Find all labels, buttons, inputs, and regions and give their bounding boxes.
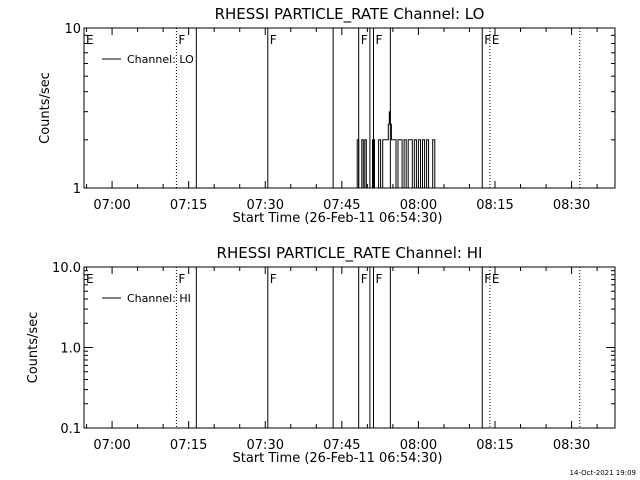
legend-label: Channel: HI — [127, 292, 191, 305]
x-tick-label: 07:30 — [247, 198, 284, 213]
event-marker-label: F — [178, 272, 185, 286]
chart-panel-1: RHESSI PARTICLE_RATE Channel: LO 07:00 07:… — [38, 5, 616, 226]
event-marker-label: F — [178, 33, 185, 47]
chart-title: RHESSI PARTICLE_RATE Channel: HI — [217, 244, 483, 263]
event-marker-label: F — [375, 33, 382, 47]
event-marker-label: F — [361, 33, 368, 47]
y-tick-label: 1.0 — [60, 342, 81, 357]
chart-title: RHESSI PARTICLE_RATE Channel: LO — [215, 5, 485, 24]
x-tick-label: 08:30 — [553, 198, 590, 213]
x-tick-label: 08:00 — [400, 198, 437, 213]
x-tick-label: 08:15 — [476, 198, 513, 213]
event-marker-label: F — [361, 272, 368, 286]
event-marker-label: E — [492, 272, 500, 286]
plot-frame — [83, 27, 616, 189]
event-marker-label: E — [492, 33, 500, 47]
event-marker-label: F — [270, 272, 277, 286]
y-tick-label: 1 — [73, 182, 81, 197]
x-tick-label: 07:15 — [170, 438, 207, 453]
y-axis-label: Counts/sec — [38, 72, 53, 144]
x-tick-label: 07:45 — [323, 198, 360, 213]
x-axis-label: Start Time (26-Feb-11 06:54:30) — [233, 451, 443, 466]
y-tick-label: 10 — [64, 22, 81, 37]
legend-label: Channel: LO — [127, 53, 194, 66]
event-marker-label: F — [484, 272, 491, 286]
x-tick-label: 07:30 — [247, 438, 284, 453]
x-tick-label: 08:00 — [400, 438, 437, 453]
x-tick-label: 07:45 — [323, 438, 360, 453]
x-axis-label: Start Time (26-Feb-11 06:54:30) — [233, 211, 443, 226]
footer-timestamp: 14-Oct-2021 19:09 — [570, 469, 636, 477]
x-tick-label: 08:15 — [476, 438, 513, 453]
event-marker-label: F — [270, 33, 277, 47]
event-marker-label: F — [484, 33, 491, 47]
x-tick-label: 08:30 — [553, 438, 590, 453]
y-tick-label: 0.1 — [60, 422, 81, 437]
y-axis-label: Counts/sec — [26, 312, 41, 384]
x-tick-label: 07:00 — [93, 438, 130, 453]
chart-panel-2: RHESSI PARTICLE_RATE Channel: HI 07:00 07:… — [26, 244, 616, 466]
data-series-line — [355, 111, 436, 189]
event-marker-label: E — [86, 272, 94, 286]
x-tick-label: 07:15 — [170, 198, 207, 213]
y-tick-label: 10.0 — [52, 261, 81, 276]
event-marker-label: E — [86, 33, 94, 47]
x-tick-label: 07:00 — [93, 198, 130, 213]
event-marker-label: F — [375, 272, 382, 286]
